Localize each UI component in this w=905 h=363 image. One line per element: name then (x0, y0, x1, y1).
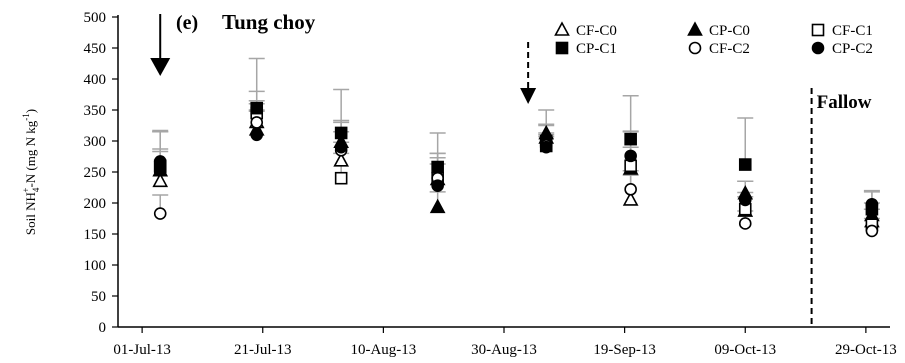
legend-marker-cp-c0 (687, 21, 703, 36)
data-point-cp-c2 (250, 128, 264, 142)
y-tick-label: 50 (91, 289, 106, 305)
x-tick-label: 10-Aug-13 (350, 342, 416, 358)
x-tick-label: 29-Oct-13 (835, 342, 897, 358)
x-tick-label: 09-Oct-13 (714, 342, 776, 358)
fallow-label: Fallow (817, 92, 872, 113)
y-tick-label: 200 (84, 196, 107, 212)
data-point-cp-c2 (431, 179, 444, 192)
ylabel-part: Soil NH (23, 192, 38, 235)
legend-label-cp-c2: CP-C2 (832, 41, 873, 57)
y-axis: 0 50 100 150 200 250 300 350 400 450 500 (84, 10, 119, 336)
legend-label-cp-c1: CP-C1 (576, 41, 617, 57)
legend-label-cf-c0: CF-C0 (576, 23, 617, 39)
ylabel-part: ) (23, 109, 38, 113)
data-point-cp-c2 (865, 197, 879, 211)
data-point-cf-c2 (624, 183, 637, 196)
y-tick-label: 450 (84, 41, 107, 57)
legend-marker-cp-c1 (555, 41, 569, 55)
data-point-cp-c0 (429, 198, 446, 214)
y-axis-label-text: Soil NH4+-N (mg N kg-1) (21, 109, 41, 235)
data-point-cp-c1 (738, 158, 752, 171)
ylabel-superscript: -1 (21, 113, 31, 121)
legend-label-cp-c0: CP-C0 (709, 23, 750, 39)
panel-label: (e) (176, 12, 198, 34)
y-axis-label: Soil NH4+-N (mg N kg-1) (21, 109, 41, 235)
data-point-cf-c2 (865, 224, 879, 238)
x-axis: 01-Jul-13 21-Jul-13 10-Aug-13 30-Aug-13 19-S… (113, 326, 897, 358)
dashed-arrow-head (520, 88, 537, 104)
legend-marker-cf-c2 (688, 41, 702, 55)
legend-label-cf-c2: CF-C2 (709, 41, 750, 57)
data-point-cp-c1 (624, 132, 637, 146)
data-point-cf-c2 (250, 116, 264, 129)
data-point-cp-c2 (539, 140, 553, 154)
data-point-cp-c2 (153, 155, 167, 168)
data-point-cf-c0 (622, 191, 639, 206)
data-point-cp-c2 (738, 193, 752, 207)
data-point-cp-c2 (624, 149, 637, 163)
data-point-cf-c2 (153, 207, 167, 220)
x-tick-label: 21-Jul-13 (234, 342, 292, 358)
data-point-cp-c1 (250, 101, 264, 115)
y-tick-label: 500 (84, 10, 107, 26)
fertilizer-arrow-head (150, 58, 171, 76)
legend-marker-cf-c0 (554, 21, 570, 36)
x-tick-label: 01-Jul-13 (113, 342, 171, 358)
data-point-cf-c2 (738, 217, 752, 230)
chart-title: Tung choy (222, 10, 316, 34)
legend: CF-C0 CP-C0 CF-C1 CP-C1 CF-C2 CP-C2 (554, 21, 873, 57)
y-tick-label: 300 (84, 134, 107, 150)
ylabel-part: -N (mg N kg (23, 120, 38, 187)
data-point-cp-c1 (334, 126, 348, 140)
y-tick-label: 150 (84, 227, 107, 243)
data-point-cp-c2 (334, 140, 348, 154)
y-tick-label: 350 (84, 103, 107, 119)
error-bars (152, 57, 880, 231)
annotations: Fallow (150, 14, 872, 327)
y-tick-label: 100 (84, 258, 107, 274)
y-tick-label: 400 (84, 72, 107, 88)
legend-marker-cf-c1 (811, 23, 825, 37)
data-points (152, 101, 880, 238)
data-point-cf-c0 (333, 152, 349, 167)
ylabel-superscript: + (21, 188, 31, 193)
data-point-cp-c1 (431, 160, 444, 174)
y-tick-label: 250 (84, 165, 107, 181)
legend-marker-cp-c2 (811, 41, 825, 55)
x-tick-label: 30-Aug-13 (471, 342, 537, 358)
ylabel-subscript: 4 (31, 187, 41, 192)
data-point-cf-c1 (334, 171, 348, 185)
legend-label-cf-c1: CF-C1 (832, 23, 873, 39)
y-tick-label: 0 (99, 320, 107, 336)
x-tick-label: 19-Sep-13 (593, 342, 656, 358)
data-point-cf-c0 (152, 172, 169, 188)
